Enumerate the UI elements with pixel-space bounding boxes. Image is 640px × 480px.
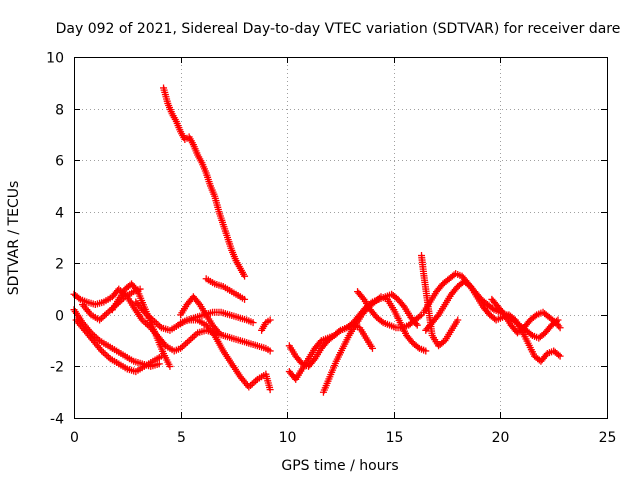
data-point (215, 329, 223, 337)
y-tick-label: 0 (55, 309, 64, 325)
data-point (399, 302, 407, 310)
series-sat-k (258, 316, 274, 334)
series-sat-o (354, 288, 426, 332)
data-point (266, 386, 274, 394)
data-point (310, 356, 318, 364)
y-tick-label: 4 (55, 206, 64, 222)
series-sat-s (488, 295, 564, 337)
series-sat-r (418, 252, 462, 350)
data-point (433, 312, 441, 320)
y-tick-label: 10 (46, 51, 64, 67)
x-axis-label: GPS time / hours (281, 458, 398, 474)
marker-layer (70, 84, 564, 396)
x-tick-label: 20 (492, 430, 510, 446)
x-tick-label: 10 (279, 430, 297, 446)
series-sat-q (422, 277, 564, 365)
data-point (241, 272, 249, 280)
data-point (413, 321, 421, 329)
data-point (266, 316, 274, 324)
series-sat-j (177, 293, 223, 337)
data-point (241, 295, 249, 303)
data-point (550, 317, 558, 325)
data-point (527, 330, 535, 338)
data-point (556, 324, 564, 332)
data-point (266, 347, 274, 355)
data-point (378, 317, 386, 325)
y-tick-label: 6 (55, 154, 64, 170)
x-tick-label: 15 (386, 430, 404, 446)
y-axis-label: SDTVAR / TECUs (6, 181, 22, 296)
data-point (136, 285, 144, 293)
data-point (422, 347, 430, 355)
data-point (195, 299, 203, 307)
data-point (556, 352, 564, 360)
series-sat-g (160, 84, 249, 280)
data-point (155, 360, 163, 368)
data-point (249, 319, 257, 327)
data-point (414, 343, 422, 351)
y-tick-label: 2 (55, 257, 64, 273)
y-tick-label: -4 (50, 412, 64, 428)
data-point (359, 294, 367, 302)
data-point (335, 328, 343, 336)
x-tick-label: 0 (70, 430, 79, 446)
grid-layer (74, 57, 607, 418)
data-point (531, 312, 539, 320)
data-point (488, 304, 496, 312)
series-sat-n (319, 293, 430, 396)
series-sat-p (420, 270, 562, 342)
data-point (554, 351, 562, 359)
x-tick-label: 5 (177, 430, 186, 446)
series-sat-e (79, 285, 144, 324)
series-sat-i (177, 316, 274, 394)
chart-title: Day 092 of 2021, Sidereal Day-to-day VTE… (56, 21, 621, 37)
data-point (454, 316, 462, 324)
y-tick-label: 8 (55, 103, 64, 119)
y-tick-label: -2 (50, 360, 64, 376)
series-sat-c (72, 316, 165, 376)
series-sat-d (108, 280, 174, 370)
data-point (166, 362, 174, 370)
data-point (499, 309, 507, 317)
data-point (214, 327, 222, 335)
data-point (416, 312, 424, 320)
tick-layer: 0 5 10 15 20 25 -4 -2 0 2 4 6 8 10 (46, 51, 616, 447)
x-tick-label: 25 (599, 430, 617, 446)
plot-frame (74, 57, 608, 419)
data-point (75, 294, 83, 302)
series-sat-h (202, 275, 249, 303)
data-point (368, 344, 376, 352)
